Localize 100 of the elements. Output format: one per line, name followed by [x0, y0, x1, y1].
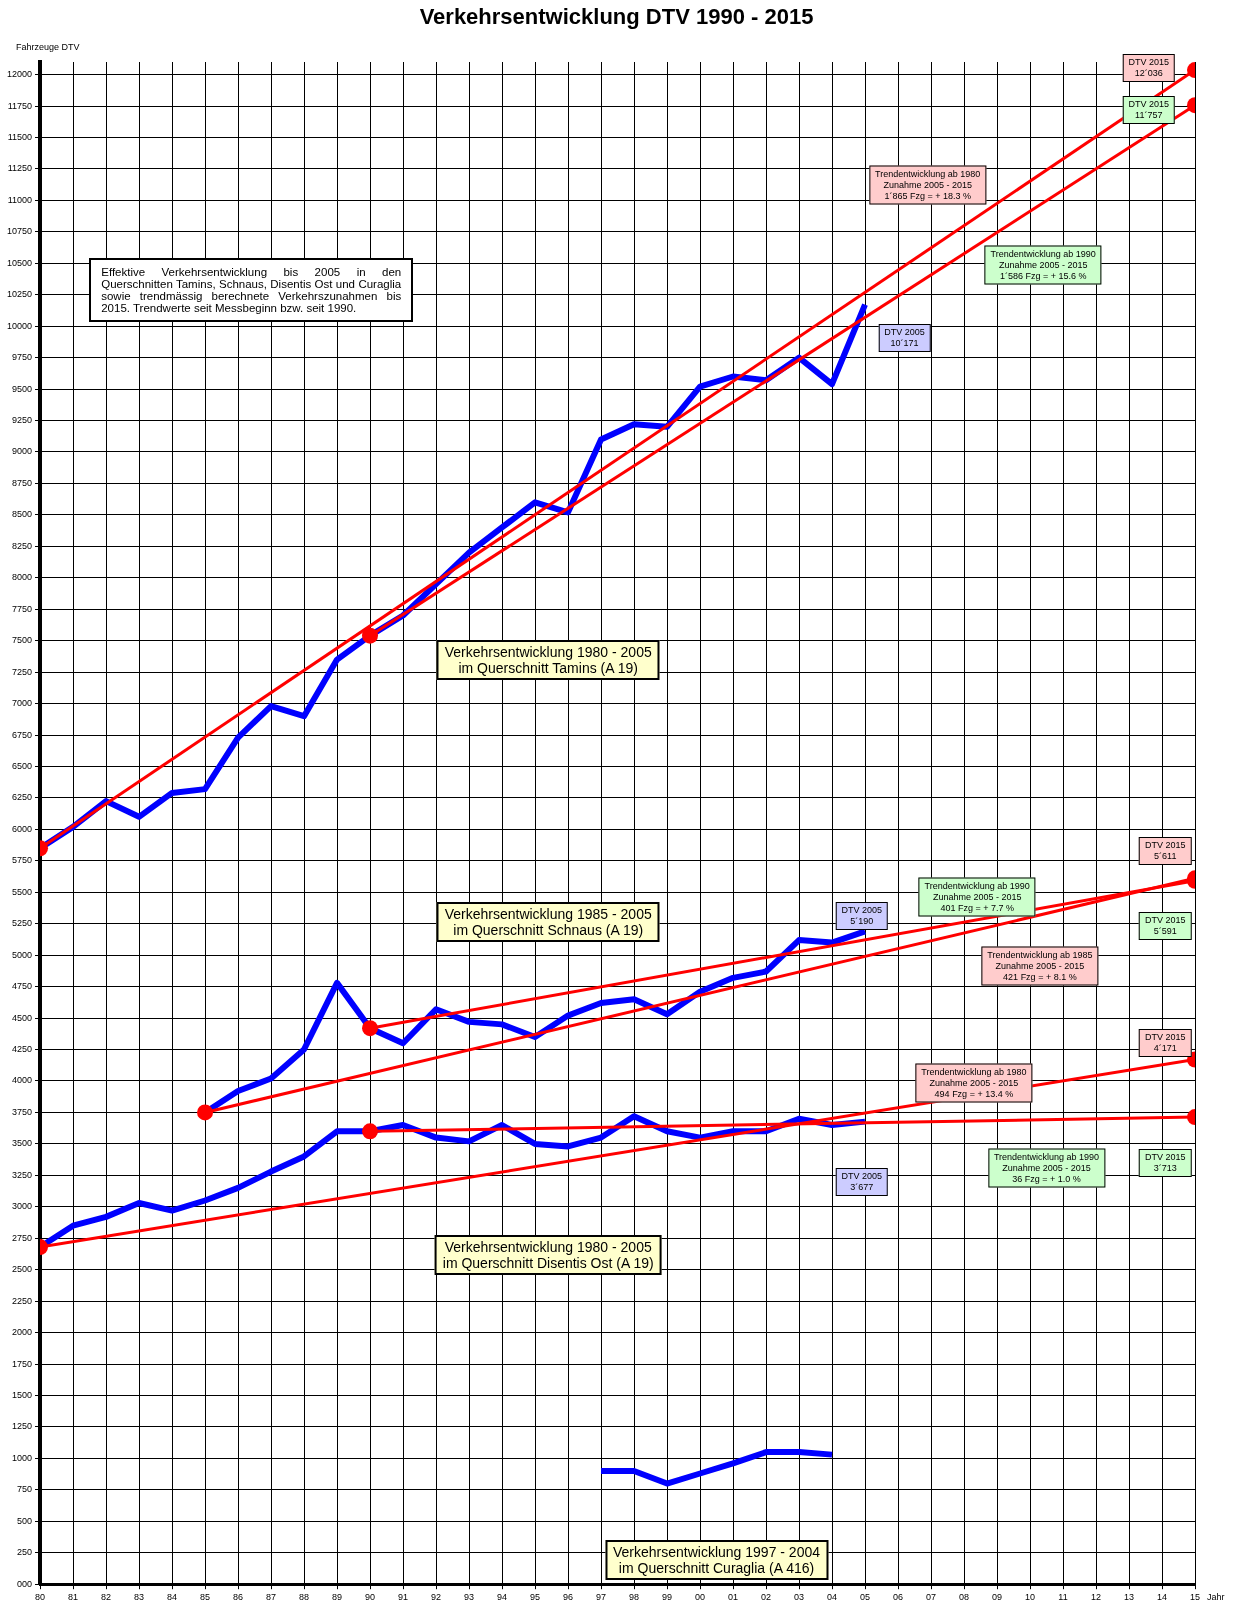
y-tick-label: 10500	[7, 257, 33, 268]
x-tick-label: 91	[398, 1592, 409, 1603]
y-tick-label: 1500	[12, 1389, 33, 1400]
y-tick-label: 4250	[12, 1044, 33, 1055]
y-tick-label: 7250	[12, 666, 33, 677]
x-tick-label: 07	[926, 1592, 937, 1603]
x-tick-label: 85	[200, 1592, 211, 1603]
x-tick-label: 82	[101, 1592, 112, 1603]
x-tick-label: 88	[299, 1592, 310, 1603]
y-tick-label: 8500	[12, 509, 33, 520]
y-tick-label: 12000	[7, 69, 33, 80]
x-tick-label: 03	[794, 1592, 805, 1603]
y-tick-label: 1000	[12, 1452, 33, 1463]
x-tick-label: 05	[860, 1592, 871, 1603]
y-tick-label: 000	[17, 1578, 33, 1589]
y-tick-label: 7750	[12, 603, 33, 614]
y-tick-label: 3250	[12, 1169, 33, 1180]
y-tick-label: 4500	[12, 1012, 33, 1023]
x-tick-label: 14	[1156, 1592, 1168, 1603]
y-tick-label: 6750	[12, 729, 33, 740]
annotation: DTV 2015 5´591	[1139, 912, 1192, 941]
x-axis-title: Jahr	[1207, 1592, 1225, 1603]
annotation: DTV 2015 11´757	[1122, 95, 1176, 124]
annotation: DTV 2005 5´190	[835, 902, 888, 931]
y-tick-label: 5250	[12, 918, 33, 929]
x-tick-label: 02	[761, 1592, 772, 1603]
annotation: DTV 2015 5´611	[1139, 837, 1192, 866]
y-tick-label: 10750	[7, 226, 33, 237]
chart-title: Verkehrsentwicklung DTV 1990 - 2015	[418, 4, 815, 30]
y-tick-label: 2250	[12, 1295, 33, 1306]
x-tick-label: 81	[68, 1592, 79, 1603]
y-tick-label: 2750	[12, 1232, 33, 1243]
y-tick-label: 7500	[12, 635, 33, 646]
y-tick-label: 1750	[12, 1358, 33, 1369]
y-tick-label: 4000	[12, 1075, 33, 1086]
x-tick-label: 12	[1090, 1592, 1102, 1603]
annotation: Effektive Verkehrsentwicklung bis 2005 in den Querschnitten Tamins, Schnaus, Disentis Ost und Curaglia sowie trendmässig berechnete Verkehrszunahmen bis 2015. Trendwerte seit Messbeginn bzw. seit 1990.	[89, 257, 414, 322]
annotation: Verkehrsentwicklung 1997 - 2004 im Querschnitt Curaglia (A 416)	[604, 1539, 829, 1580]
y-tick-label: 2000	[12, 1327, 33, 1338]
annotation: Verkehrsentwicklung 1980 - 2005 im Querschnitt Disentis Ost (A 19)	[434, 1235, 662, 1276]
y-axis-title: Fahrzeuge DTV	[16, 42, 80, 52]
y-tick-label: 7000	[12, 698, 33, 709]
x-tick-label: 01	[728, 1592, 739, 1603]
y-tick-label: 6000	[12, 823, 33, 834]
y-tick-label: 1250	[12, 1421, 33, 1432]
y-tick-label: 11000	[7, 194, 33, 205]
x-tick-label: 04	[827, 1592, 838, 1603]
y-tick-label: 6250	[12, 792, 33, 803]
y-tick-label: 11250	[7, 163, 33, 174]
x-tick-label: 99	[662, 1592, 673, 1603]
x-tick-label: 08	[959, 1592, 970, 1603]
annotation: DTV 2015 4´171	[1139, 1029, 1192, 1058]
y-tick-label: 5000	[12, 949, 33, 960]
y-tick-label: 10000	[7, 320, 33, 331]
x-tick-label: 95	[530, 1592, 541, 1603]
y-tick-label: 5750	[12, 855, 33, 866]
annotation: Trendentwicklung ab 1990 Zunahme 2005 - 2015 36 Fzg = + 1.0 %	[987, 1148, 1106, 1188]
x-tick-label: 98	[629, 1592, 640, 1603]
annotation: DTV 2015 12´036	[1122, 54, 1176, 83]
x-tick-label: 15	[1189, 1592, 1201, 1603]
y-tick-label: 9750	[12, 352, 33, 363]
x-tick-label: 09	[992, 1592, 1003, 1603]
y-tick-label: 3000	[12, 1201, 33, 1212]
annotation: Trendentwicklung ab 1990 Zunahme 2005 - 2015 1´586 Fzg = + 15.6 %	[984, 245, 1102, 285]
annotation: Trendentwicklung ab 1990 Zunahme 2005 - 2015 401 Fzg = + 7.7 %	[918, 877, 1036, 917]
annotation: DTV 2005 3´677	[835, 1168, 888, 1197]
annotation: Verkehrsentwicklung 1985 - 2005 im Querschnitt Schnaus (A 19)	[436, 902, 660, 943]
x-tick-label: 13	[1123, 1592, 1135, 1603]
annotation: DTV 2005 10´171	[878, 323, 931, 352]
x-tick-label: 96	[563, 1592, 574, 1603]
x-tick-label: 84	[167, 1592, 178, 1603]
annotation: DTV 2015 3´713	[1139, 1148, 1192, 1177]
y-tick-label: 250	[17, 1547, 33, 1558]
y-tick-label: 2500	[12, 1264, 33, 1275]
y-tick-label: 10250	[7, 289, 33, 300]
x-tick-label: 83	[134, 1592, 145, 1603]
y-tick-label: 9250	[12, 415, 33, 426]
y-tick-label: 9000	[12, 446, 33, 457]
y-tick-label: 8750	[12, 477, 33, 488]
y-tick-label: 6500	[12, 760, 33, 771]
x-tick-label: 86	[233, 1592, 244, 1603]
y-tick-label: 4750	[12, 981, 33, 992]
annotation: Trendentwicklung ab 1985 Zunahme 2005 - 2015 421 Fzg = + 8.1 %	[981, 946, 1099, 986]
annotation: Trendentwicklung ab 1980 Zunahme 2005 - 2015 494 Fzg = + 13.4 %	[915, 1063, 1033, 1103]
x-tick-label: 94	[497, 1592, 508, 1603]
x-tick-label: 93	[464, 1592, 475, 1603]
annotation: Trendentwicklung ab 1980 Zunahme 2005 - 2015 1´865 Fzg = + 18.3 %	[869, 165, 987, 205]
x-tick-label: 80	[35, 1592, 46, 1603]
y-tick-label: 750	[17, 1484, 33, 1495]
x-tick-label: 06	[893, 1592, 904, 1603]
y-tick-label: 500	[17, 1515, 33, 1526]
y-tick-label: 3500	[12, 1138, 33, 1149]
x-tick-label: 11	[1058, 1592, 1068, 1603]
x-tick-label: 89	[332, 1592, 343, 1603]
x-tick-label: 10	[1025, 1592, 1036, 1603]
y-tick-label: 5500	[12, 886, 33, 897]
x-tick-label: 97	[596, 1592, 607, 1603]
x-tick-label: 90	[365, 1592, 376, 1603]
y-tick-label: 11750	[7, 100, 33, 111]
x-tick-label: 00	[695, 1592, 706, 1603]
